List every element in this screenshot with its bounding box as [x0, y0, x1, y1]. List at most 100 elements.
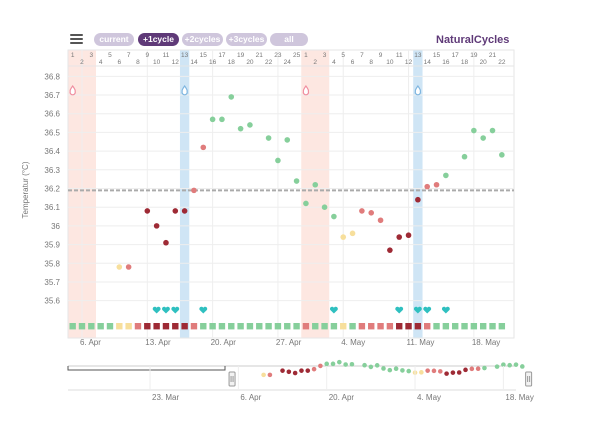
navigator-point — [311, 366, 317, 372]
day-status-square — [97, 323, 104, 330]
day-status-square — [414, 323, 422, 330]
day-status-square — [358, 323, 366, 330]
navigator-point — [469, 366, 475, 372]
cycle-day-label: 9 — [379, 52, 383, 59]
navigator-point — [425, 368, 430, 373]
day-status-square — [405, 323, 412, 330]
y-tick-label: 36.6 — [44, 110, 60, 119]
cycle-day-label: 10 — [386, 59, 394, 66]
day-status-square — [386, 323, 394, 330]
navigator-point — [368, 364, 374, 370]
cycle-filter-1cycle-button[interactable]: +1cycle — [138, 33, 179, 46]
cycle-day-label: 17 — [452, 52, 460, 59]
navigator-point — [400, 368, 405, 373]
y-tick-label: 36.7 — [44, 91, 60, 100]
cycle-filter-3cycles-button[interactable]: +3cycles — [226, 33, 267, 46]
cycle-day-label: 8 — [136, 59, 140, 66]
cycle-day-label: 21 — [489, 52, 497, 59]
cycle-day-label: 24 — [284, 59, 292, 66]
temperature-point — [284, 137, 291, 143]
cycle-day-label: 11 — [396, 52, 403, 59]
period-drop-icon — [302, 84, 310, 96]
navigator-point — [324, 361, 330, 367]
temperature-point — [219, 116, 225, 123]
cycle-filter-all-button[interactable]: all — [270, 33, 308, 46]
temperature-point — [200, 144, 207, 151]
day-status-square — [433, 323, 440, 330]
y-tick-label: 35.7 — [44, 278, 60, 287]
day-status-square — [368, 323, 375, 330]
cycle-day-label: 15 — [200, 52, 208, 59]
cycle-day-label: 1 — [71, 52, 75, 59]
day-status-square — [340, 323, 347, 330]
day-status-square — [498, 323, 506, 330]
temperature-point — [331, 213, 337, 220]
day-status-square — [293, 323, 300, 330]
temperature-point — [163, 239, 169, 246]
temperature-point — [499, 152, 505, 158]
cycle-day-label: 17 — [218, 52, 226, 59]
navigator-point — [381, 366, 386, 371]
navigator-point — [501, 362, 506, 367]
navigator-tick-label: 6. Apr — [240, 393, 261, 402]
day-status-square — [256, 323, 263, 330]
day-status-square — [153, 323, 160, 330]
date-navigator[interactable]: 23. Mar 6. Apr 20. Apr 4. May 18. May — [67, 359, 534, 402]
hamburger-menu-icon[interactable] — [70, 34, 83, 45]
day-status-square — [144, 323, 151, 330]
cycle-day-label: 7 — [360, 52, 364, 59]
temperature-point — [433, 181, 440, 188]
y-tick-label: 35.6 — [44, 297, 60, 306]
cycle-filter-current-button[interactable]: current — [94, 33, 134, 46]
x-tick-label: 11. May — [407, 338, 435, 347]
cycle-day-label: 18 — [461, 59, 469, 66]
temperature-point — [153, 223, 160, 229]
temperature-point — [275, 157, 281, 164]
temperature-point — [340, 234, 347, 240]
temperature-point — [181, 208, 188, 214]
plot-border — [67, 49, 515, 339]
temperature-point — [471, 127, 477, 134]
temperature-point — [405, 232, 412, 239]
day-status-square — [78, 323, 86, 330]
cycle-day-label: 2 — [80, 59, 84, 66]
cycle-day-label: 3 — [323, 52, 327, 59]
day-status-square — [237, 323, 244, 330]
cycle-day-label: 5 — [341, 52, 345, 59]
temperature-point — [247, 122, 253, 128]
navigator-point — [494, 364, 500, 369]
cycle-day-label: 22 — [265, 59, 273, 66]
period-drop-icon — [69, 84, 76, 96]
cycle-day-label: 25 — [293, 52, 301, 59]
navigator-point — [387, 367, 393, 373]
day-status-square — [200, 323, 207, 330]
cycle-filter-2cycles-button[interactable]: +2cycles — [182, 33, 223, 46]
day-status-square — [172, 323, 179, 330]
day-status-square — [302, 323, 310, 330]
navigator-point — [419, 370, 424, 375]
day-status-square — [321, 323, 328, 330]
navigator-point — [463, 367, 468, 373]
day-status-square — [181, 323, 188, 330]
day-status-square — [134, 323, 142, 330]
navigator-point — [337, 359, 342, 365]
temperature-point — [489, 127, 496, 134]
y-tick-label: 36.4 — [44, 147, 60, 156]
x-tick-label: 6. Apr — [80, 338, 101, 347]
navigator-point — [431, 368, 437, 374]
navigator-point — [513, 362, 519, 367]
cycle-day-label: 6 — [351, 59, 355, 66]
heart-icon — [171, 306, 180, 314]
x-tick-label: 18. May — [472, 338, 500, 347]
temperature-point — [293, 178, 300, 184]
day-status-square — [265, 323, 272, 330]
cycle-day-label: 10 — [153, 59, 161, 66]
day-status-square — [442, 323, 450, 330]
cycle-day-label: 14 — [190, 59, 198, 66]
cycle-day-label: 18 — [228, 59, 236, 66]
day-status-square — [284, 323, 291, 330]
temperature-point — [209, 116, 216, 123]
day-status-square — [228, 323, 235, 330]
navigator-point — [292, 370, 298, 376]
x-tick-label: 13. Apr — [145, 338, 171, 347]
